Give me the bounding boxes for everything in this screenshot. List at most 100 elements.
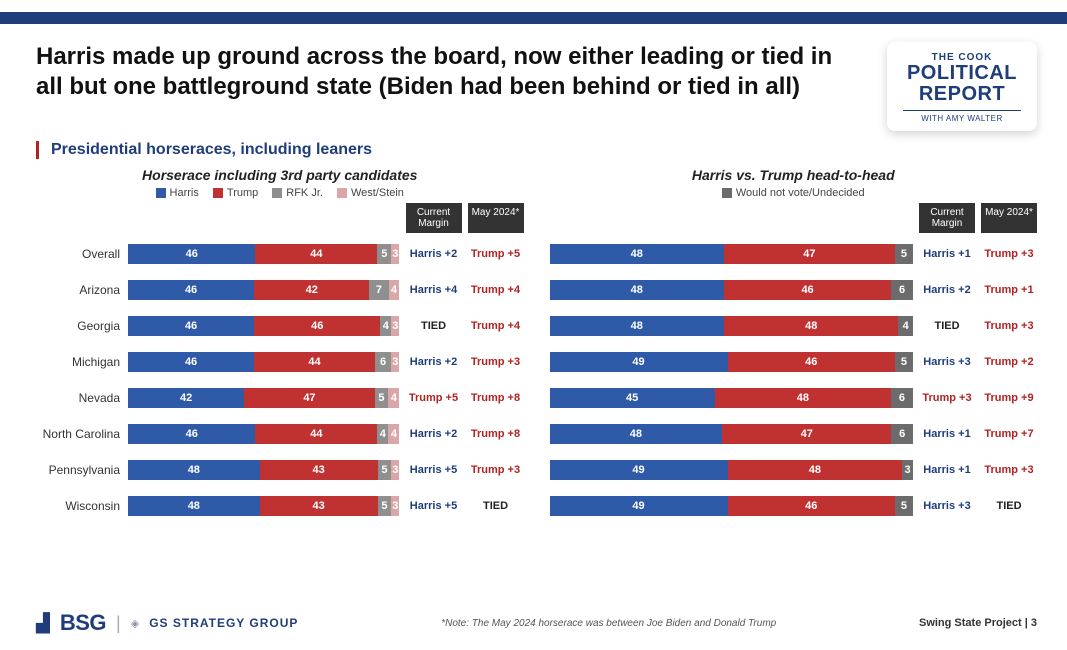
stacked-bar: 464274 <box>128 280 400 300</box>
bar-segment-west: 3 <box>391 496 399 516</box>
row-label: Wisconsin <box>36 499 128 513</box>
chart-row: 49483Harris +1Trump +3 <box>550 455 1038 485</box>
bar-segment-undecided: 5 <box>895 352 913 372</box>
col-header-may-r: May 2024* <box>981 203 1037 233</box>
bar-segment-harris: 48 <box>128 460 260 480</box>
current-margin: TIED <box>406 320 462 332</box>
bar-segment-trump: 43 <box>260 496 378 516</box>
bar-segment-undecided: 5 <box>895 244 913 264</box>
bar-segment-rfk: 5 <box>378 496 392 516</box>
bar-segment-rfk: 7 <box>369 280 388 300</box>
legend-swatch <box>337 188 347 198</box>
may-margin: Trump +9 <box>981 392 1037 404</box>
rows-left: Overall464453Harris +2Trump +5Arizona464… <box>36 239 524 521</box>
bar-segment-harris: 46 <box>128 316 254 336</box>
bar-segment-trump: 46 <box>724 280 891 300</box>
current-margin: Harris +4 <box>406 284 462 296</box>
bsg-icon: ▟ <box>36 613 50 634</box>
bar-segment-rfk: 5 <box>375 388 389 408</box>
chart-row: 48476 Harris +1 Trump +7 <box>550 419 1038 449</box>
chart-row: Arizona464274 Harris +4 Trump +4 <box>36 275 524 305</box>
chart-row: Pennsylvania484353Harris +5Trump +3 <box>36 455 524 485</box>
panels: Horserace including 3rd party candidates… <box>0 161 1067 527</box>
panel-right-title: Harris vs. Trump head-to-head <box>550 167 1038 183</box>
legend-swatch <box>213 188 223 198</box>
panel-left-title: Horserace including 3rd party candidates <box>36 167 524 183</box>
current-margin: Harris +1 <box>919 428 975 440</box>
may-margin: Trump +3 <box>468 356 524 368</box>
bar-segment-trump: 48 <box>724 316 898 336</box>
chart-row: Overall464453Harris +2Trump +5 <box>36 239 524 269</box>
col-header-current: Current Margin <box>406 203 462 233</box>
row-label: Nevada <box>36 391 128 405</box>
stacked-bar: 48484 <box>550 316 914 336</box>
bar-segment-trump: 46 <box>728 352 895 372</box>
legend-item: Trump <box>213 187 258 199</box>
stacked-bar: 48476 <box>550 424 914 444</box>
current-margin: Trump +3 <box>919 392 975 404</box>
bar-segment-trump: 47 <box>724 244 895 264</box>
may-margin: Trump +7 <box>981 428 1037 440</box>
stacked-bar: 484353 <box>128 460 400 480</box>
panel-3rd-party: Horserace including 3rd party candidates… <box>36 161 524 527</box>
footnote: *Note: The May 2024 horserace was betwee… <box>441 618 776 629</box>
bar-segment-harris: 48 <box>550 244 724 264</box>
bsg-logo: BSG <box>60 610 106 636</box>
chart-row: Georgia464643TIEDTrump +4 <box>36 311 524 341</box>
row-label: Arizona <box>36 283 128 297</box>
logo-divider <box>903 110 1021 111</box>
cook-logo: THE COOK POLITICAL REPORT WITH AMY WALTE… <box>887 42 1037 131</box>
stacked-bar: 464463 <box>128 352 400 372</box>
legend-left: Harris Trump RFK Jr. West/Stein <box>36 187 524 199</box>
may-margin: Trump +4 <box>468 320 524 332</box>
bar-segment-trump: 43 <box>260 460 378 480</box>
stacked-bar: 49465 <box>550 496 914 516</box>
bar-segment-undecided: 6 <box>891 424 913 444</box>
bar-segment-west: 3 <box>391 244 399 264</box>
may-margin: TIED <box>468 500 524 512</box>
bar-segment-undecided: 5 <box>895 496 913 516</box>
current-margin: Trump +5 <box>406 392 462 404</box>
bar-segment-harris: 46 <box>128 280 254 300</box>
chart-row: 48475 Harris +1 Trump +3 <box>550 239 1038 269</box>
legend-item: West/Stein <box>337 187 404 199</box>
legend-item: RFK Jr. <box>272 187 323 199</box>
bar-segment-harris: 46 <box>128 424 255 444</box>
current-margin: Harris +2 <box>406 428 462 440</box>
bar-segment-harris: 49 <box>550 352 728 372</box>
legend-label: Would not vote/Undecided <box>736 187 865 199</box>
current-margin: Harris +3 <box>919 500 975 512</box>
may-margin: Trump +4 <box>468 284 524 296</box>
bar-segment-harris: 42 <box>128 388 244 408</box>
bar-segment-harris: 45 <box>550 388 715 408</box>
current-margin: Harris +1 <box>919 248 975 260</box>
legend-label: West/Stein <box>351 187 404 199</box>
bar-segment-harris: 49 <box>550 496 728 516</box>
rows-right: 48475Harris +1Trump +348466Harris +2Trum… <box>550 239 1038 521</box>
stacked-bar: 49483 <box>550 460 914 480</box>
may-margin: Trump +3 <box>981 248 1037 260</box>
col-headers-right: Current Margin May 2024* <box>550 203 1038 233</box>
may-margin: Trump +8 <box>468 392 524 404</box>
stacked-bar: 45486 <box>550 388 914 408</box>
legend-label: Harris <box>170 187 199 199</box>
logo-mid2: REPORT <box>895 84 1029 105</box>
bar-segment-rfk: 4 <box>380 316 391 336</box>
legend-swatch <box>156 188 166 198</box>
legend-item: Harris <box>156 187 199 199</box>
bar-segment-trump: 44 <box>254 352 375 372</box>
legend-label: RFK Jr. <box>286 187 323 199</box>
bar-segment-trump: 48 <box>715 388 891 408</box>
bar-segment-trump: 44 <box>255 244 377 264</box>
stacked-bar: 48466 <box>550 280 914 300</box>
bar-segment-west: 3 <box>391 316 399 336</box>
legend-item: Would not vote/Undecided <box>722 187 865 199</box>
stacked-bar: 424754 <box>128 388 400 408</box>
bar-segment-trump: 48 <box>728 460 902 480</box>
bar-segment-undecided: 6 <box>891 280 913 300</box>
bar-segment-trump: 42 <box>254 280 369 300</box>
may-margin: Trump +5 <box>468 248 524 260</box>
bar-segment-undecided: 6 <box>891 388 913 408</box>
row-label: Overall <box>36 247 128 261</box>
bar-segment-trump: 47 <box>244 388 374 408</box>
